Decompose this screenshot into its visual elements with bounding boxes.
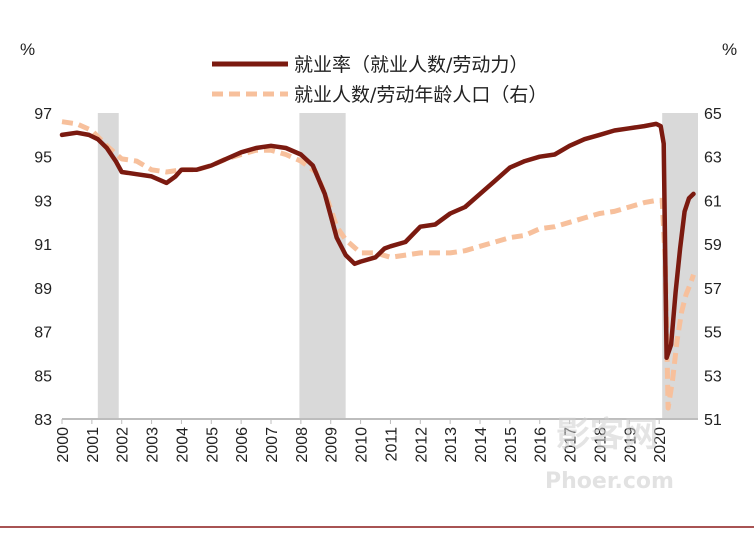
series-line-employment-rate: [59, 121, 696, 361]
right-tick-label-59: 59: [704, 237, 722, 254]
right-tick-label-63: 63: [704, 150, 722, 167]
x-tick-label-2007: 2007: [264, 427, 281, 463]
right-unit-label: %: [722, 40, 737, 59]
legend: 就业率（就业人数/劳动力） 就业人数/劳动年龄人口（右）: [212, 54, 547, 106]
x-tick-label-2020: 2020: [652, 427, 669, 463]
left-tick-label-87: 87: [34, 325, 52, 342]
watermark: 影客网 Phoer.com: [545, 415, 674, 494]
x-tick-label-2001: 2001: [85, 427, 102, 463]
x-tick-label-2008: 2008: [294, 427, 311, 463]
left-tick-label-83: 83: [34, 412, 52, 429]
recession-shading: [97, 113, 698, 419]
watermark-sub: Phoer.com: [545, 469, 674, 494]
x-tick-label-2019: 2019: [622, 427, 639, 463]
x-tick-label-2002: 2002: [115, 427, 132, 463]
x-tick-label-2005: 2005: [204, 427, 221, 463]
left-tick-label-91: 91: [34, 237, 52, 254]
x-tick-label-2013: 2013: [443, 427, 460, 463]
x-tick-label-2014: 2014: [473, 427, 490, 463]
x-tick-label-2010: 2010: [354, 427, 371, 463]
right-tick-label-55: 55: [704, 325, 722, 342]
x-tick-label-2006: 2006: [234, 427, 251, 463]
left-tick-label-85: 85: [34, 368, 52, 385]
series-line-employment-population: [61, 119, 696, 411]
x-tick-label-2011: 2011: [383, 427, 400, 462]
watermark-main: 影客网: [556, 415, 658, 455]
x-tick-label-2012: 2012: [413, 427, 430, 463]
recession-band-1: [97, 113, 119, 419]
x-tick-label-2017: 2017: [563, 427, 580, 463]
left-tick-label-89: 89: [34, 281, 52, 298]
x-tick-label-2018: 2018: [592, 427, 609, 463]
right-tick-label-53: 53: [704, 368, 722, 385]
x-tick-label-2000: 2000: [55, 427, 72, 463]
x-tick-label-2004: 2004: [174, 427, 191, 463]
x-tick-label-2016: 2016: [533, 427, 550, 463]
right-tick-label-65: 65: [704, 106, 722, 123]
left-tick-label-95: 95: [34, 150, 52, 167]
left-tick-label-97: 97: [34, 106, 52, 123]
legend-label-employment-rate: 就业率（就业人数/劳动力）: [294, 54, 528, 76]
series-layer: [59, 119, 696, 411]
left-unit-label: %: [20, 40, 35, 59]
right-tick-label-51: 51: [704, 412, 722, 429]
right-tick-label-57: 57: [704, 281, 722, 298]
recession-band-2: [299, 113, 346, 419]
axes: 83 85 87 89 91 93 95 97 51 53 55 57 59 61 63 65 2000 2001…: [34, 106, 722, 463]
x-tick-label-2015: 2015: [503, 427, 520, 463]
legend-label-employment-population: 就业人数/劳动年龄人口（右）: [294, 84, 547, 106]
left-tick-label-93: 93: [34, 193, 52, 210]
x-tick-label-2009: 2009: [324, 427, 341, 463]
right-tick-label-61: 61: [704, 193, 722, 210]
x-tick-label-2003: 2003: [145, 427, 162, 463]
